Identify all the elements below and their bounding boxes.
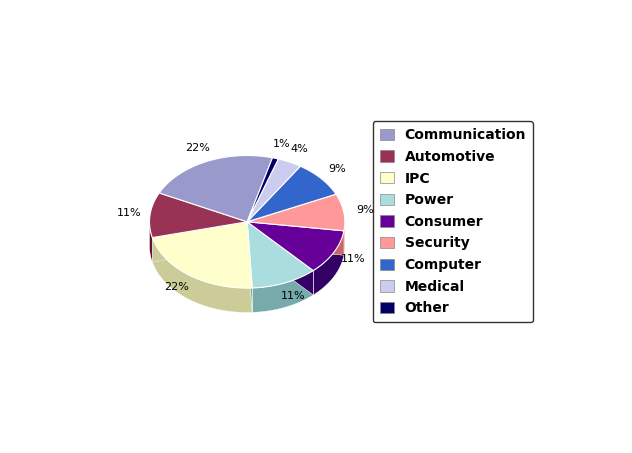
Text: 11%: 11%: [281, 291, 306, 301]
Polygon shape: [247, 222, 313, 295]
Polygon shape: [247, 222, 344, 255]
Text: 9%: 9%: [356, 205, 374, 215]
Polygon shape: [152, 222, 252, 288]
Text: 9%: 9%: [329, 164, 346, 174]
Text: 22%: 22%: [185, 143, 210, 153]
Polygon shape: [247, 222, 252, 313]
Text: 11%: 11%: [341, 254, 365, 264]
Text: 11%: 11%: [116, 208, 141, 218]
Polygon shape: [313, 231, 344, 295]
Polygon shape: [247, 194, 345, 231]
Polygon shape: [247, 222, 252, 313]
Polygon shape: [344, 222, 345, 255]
Polygon shape: [159, 155, 272, 222]
Text: 22%: 22%: [164, 282, 188, 292]
Polygon shape: [152, 222, 247, 262]
Polygon shape: [247, 158, 278, 222]
Polygon shape: [150, 193, 247, 237]
Polygon shape: [247, 159, 300, 222]
Polygon shape: [247, 222, 344, 255]
Polygon shape: [247, 222, 344, 270]
Polygon shape: [247, 222, 313, 288]
Legend: Communication, Automotive, IPC, Power, Consumer, Security, Computer, Medical, Ot: Communication, Automotive, IPC, Power, C…: [373, 121, 533, 322]
Polygon shape: [152, 222, 247, 262]
Text: 4%: 4%: [290, 144, 308, 154]
Text: 1%: 1%: [273, 140, 291, 149]
Polygon shape: [247, 222, 313, 295]
Polygon shape: [150, 222, 152, 262]
Polygon shape: [152, 237, 252, 313]
Polygon shape: [247, 166, 336, 222]
Polygon shape: [252, 270, 313, 313]
